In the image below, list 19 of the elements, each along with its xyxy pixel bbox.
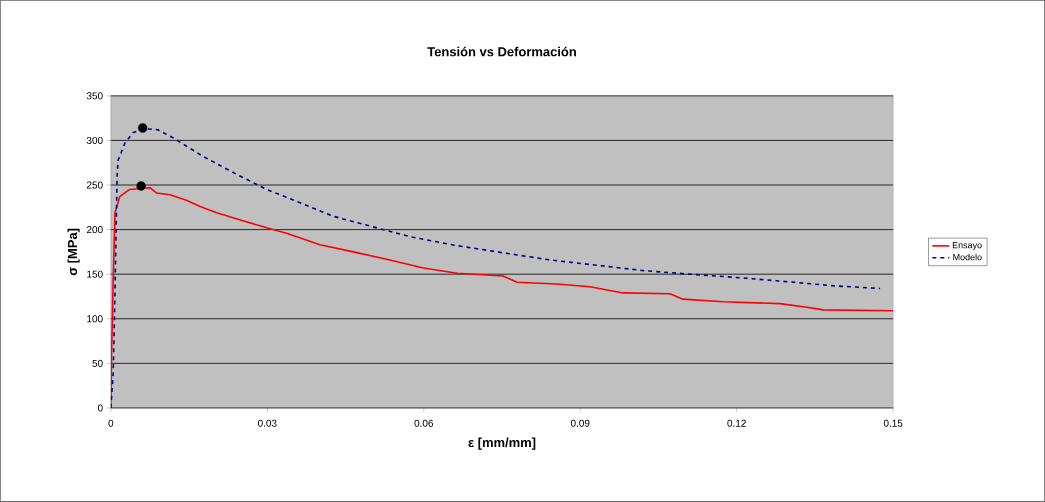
x-tick-label: 0 — [108, 419, 114, 427]
x-tick-label: 0.15 — [883, 419, 903, 427]
x-tick-label: 0.12 — [727, 419, 746, 427]
x-tick-label: 0.09 — [570, 419, 590, 427]
y-tick-label: 0 — [97, 404, 103, 412]
x-axis-title: ε [mm/mm] — [468, 437, 536, 450]
x-tick-label: 0.03 — [258, 419, 277, 427]
y-tick-label: 300 — [86, 137, 103, 145]
legend-label: Ensayo — [952, 242, 982, 251]
y-tick-label: 250 — [86, 181, 103, 189]
y-tick-label: 150 — [87, 270, 103, 278]
legend-label: Modelo — [953, 253, 982, 261]
y-tick-label: 350 — [86, 92, 103, 100]
y-tick-label: 100 — [87, 315, 103, 323]
chart-title: Tensión vs Deformación — [427, 46, 576, 57]
x-tick-label: 0.06 — [414, 419, 434, 427]
y-axis-title: σ [MPa] — [67, 228, 80, 276]
y-tick-label: 50 — [92, 359, 103, 367]
y-tick-label: 200 — [86, 226, 103, 234]
